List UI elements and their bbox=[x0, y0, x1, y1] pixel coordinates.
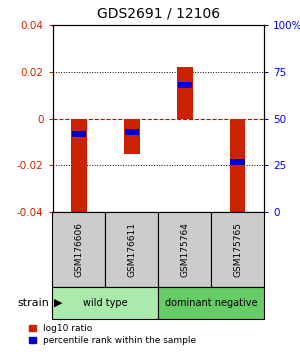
Bar bbox=[71, 119, 87, 212]
Title: GDS2691 / 12106: GDS2691 / 12106 bbox=[97, 7, 220, 21]
Legend: log10 ratio, percentile rank within the sample: log10 ratio, percentile rank within the … bbox=[28, 324, 196, 345]
Bar bbox=[124, 119, 140, 154]
Bar bbox=[125, 129, 139, 135]
Bar bbox=[105, 212, 158, 287]
Bar bbox=[52, 287, 158, 319]
Bar bbox=[230, 159, 245, 165]
Text: GSM175764: GSM175764 bbox=[180, 222, 189, 277]
Bar bbox=[158, 287, 264, 319]
Text: GSM175765: GSM175765 bbox=[233, 222, 242, 277]
Bar bbox=[52, 212, 105, 287]
Text: dominant negative: dominant negative bbox=[165, 298, 257, 308]
Bar bbox=[158, 212, 211, 287]
Bar bbox=[230, 119, 245, 212]
Text: wild type: wild type bbox=[83, 298, 128, 308]
Text: strain: strain bbox=[18, 298, 50, 308]
Text: GSM176606: GSM176606 bbox=[74, 222, 83, 277]
Text: GSM176611: GSM176611 bbox=[127, 222, 136, 277]
Text: ▶: ▶ bbox=[54, 298, 62, 308]
Bar bbox=[178, 82, 192, 88]
Bar bbox=[72, 131, 86, 137]
Bar bbox=[211, 212, 264, 287]
Bar bbox=[177, 67, 193, 119]
